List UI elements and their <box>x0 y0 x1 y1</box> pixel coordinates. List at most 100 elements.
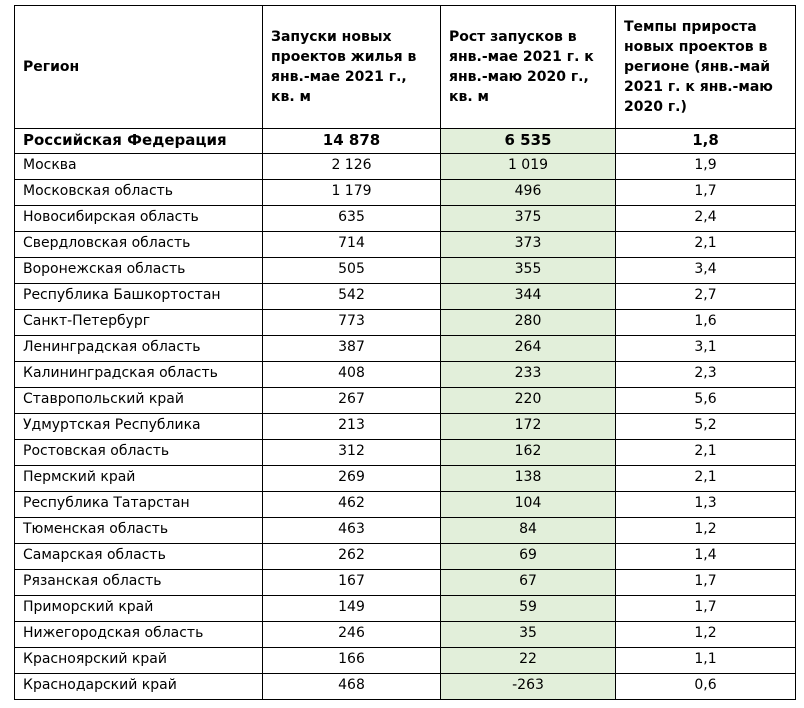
data-table: Регион Запуски новых проектов жилья в янв… <box>14 5 796 700</box>
value-cell: 162 <box>440 439 616 466</box>
table-row: Тюменская область 463 84 1,2 <box>14 517 796 544</box>
region-cell: Санкт-Петербург <box>14 309 263 336</box>
value-cell: 35 <box>440 621 616 648</box>
region-cell: Удмуртская Республика <box>14 413 263 440</box>
region-cell: Приморский край <box>14 595 263 622</box>
value-cell: 2,1 <box>615 231 796 258</box>
value-cell: 280 <box>440 309 616 336</box>
table-body: Российская Федерация 14 878 6 535 1,8 Москва… <box>14 128 796 700</box>
value-cell: 22 <box>440 647 616 674</box>
region-cell: Тюменская область <box>14 517 263 544</box>
value-cell: 714 <box>262 231 441 258</box>
value-cell: 59 <box>440 595 616 622</box>
value-cell: 2,7 <box>615 283 796 310</box>
table-row: Свердловская область 714 373 2,1 <box>14 231 796 258</box>
value-cell: 69 <box>440 543 616 570</box>
value-cell: 104 <box>440 491 616 518</box>
table-row: Республика Татарстан 462 104 1,3 <box>14 491 796 518</box>
value-cell: 312 <box>262 439 441 466</box>
table-row: Российская Федерация 14 878 6 535 1,8 <box>14 128 796 154</box>
value-cell: 462 <box>262 491 441 518</box>
value-cell: 635 <box>262 205 441 232</box>
value-cell: 220 <box>440 387 616 414</box>
value-cell: 2,3 <box>615 361 796 388</box>
region-cell: Рязанская область <box>14 569 263 596</box>
table-row: Самарская область 262 69 1,4 <box>14 543 796 570</box>
value-cell: 505 <box>262 257 441 284</box>
value-cell: 1,7 <box>615 179 796 206</box>
value-cell: 262 <box>262 543 441 570</box>
region-cell: Нижегородская область <box>14 621 263 648</box>
region-cell: Самарская область <box>14 543 263 570</box>
region-cell: Новосибирская область <box>14 205 263 232</box>
header-row: Регион Запуски новых проектов жилья в янв… <box>14 5 796 129</box>
value-cell: 1,1 <box>615 647 796 674</box>
value-cell: 1 179 <box>262 179 441 206</box>
value-cell: 1,4 <box>615 543 796 570</box>
table-row: Санкт-Петербург 773 280 1,6 <box>14 309 796 336</box>
value-cell: 1,2 <box>615 517 796 544</box>
header-cell: Рост запусков в янв.-мае 2021 г. к янв.-… <box>440 5 616 129</box>
table-row: Новосибирская область 635 375 2,4 <box>14 205 796 232</box>
table-row: Краснодарский край 468 -263 0,6 <box>14 673 796 700</box>
value-cell: 2,1 <box>615 439 796 466</box>
value-cell: 6 535 <box>440 128 616 154</box>
value-cell: 14 878 <box>262 128 441 154</box>
value-cell: 167 <box>262 569 441 596</box>
region-cell: Ставропольский край <box>14 387 263 414</box>
value-cell: 542 <box>262 283 441 310</box>
header-cell: Регион <box>14 5 263 129</box>
table-row: Ленинградская область 387 264 3,1 <box>14 335 796 362</box>
table-row: Москва 2 126 1 019 1,9 <box>14 153 796 180</box>
table-row: Калининградская область 408 233 2,3 <box>14 361 796 388</box>
value-cell: 1,2 <box>615 621 796 648</box>
table-row: Рязанская область 167 67 1,7 <box>14 569 796 596</box>
value-cell: 1,8 <box>615 128 796 154</box>
region-cell: Свердловская область <box>14 231 263 258</box>
value-cell: 138 <box>440 465 616 492</box>
value-cell: 1,6 <box>615 309 796 336</box>
value-cell: 1 019 <box>440 153 616 180</box>
value-cell: -263 <box>440 673 616 700</box>
value-cell: 264 <box>440 335 616 362</box>
value-cell: 172 <box>440 413 616 440</box>
value-cell: 5,2 <box>615 413 796 440</box>
table-row: Нижегородская область 246 35 1,2 <box>14 621 796 648</box>
table-row: Республика Башкортостан 542 344 2,7 <box>14 283 796 310</box>
header-cell: Темпы прироста новых проектов в регионе … <box>615 5 796 129</box>
region-cell: Красноярский край <box>14 647 263 674</box>
value-cell: 773 <box>262 309 441 336</box>
region-cell: Краснодарский край <box>14 673 263 700</box>
table-row: Удмуртская Республика 213 172 5,2 <box>14 413 796 440</box>
value-cell: 166 <box>262 647 441 674</box>
value-cell: 387 <box>262 335 441 362</box>
value-cell: 1,3 <box>615 491 796 518</box>
value-cell: 246 <box>262 621 441 648</box>
value-cell: 213 <box>262 413 441 440</box>
value-cell: 1,7 <box>615 569 796 596</box>
region-cell: Российская Федерация <box>14 128 263 154</box>
region-cell: Республика Татарстан <box>14 491 263 518</box>
region-cell: Пермский край <box>14 465 263 492</box>
region-cell: Калининградская область <box>14 361 263 388</box>
value-cell: 408 <box>262 361 441 388</box>
value-cell: 2,4 <box>615 205 796 232</box>
value-cell: 0,6 <box>615 673 796 700</box>
value-cell: 3,4 <box>615 257 796 284</box>
region-cell: Московская область <box>14 179 263 206</box>
value-cell: 3,1 <box>615 335 796 362</box>
region-cell: Ленинградская область <box>14 335 263 362</box>
value-cell: 355 <box>440 257 616 284</box>
value-cell: 463 <box>262 517 441 544</box>
value-cell: 84 <box>440 517 616 544</box>
table-row: Воронежская область 505 355 3,4 <box>14 257 796 284</box>
value-cell: 149 <box>262 595 441 622</box>
region-cell: Москва <box>14 153 263 180</box>
table-row: Ставропольский край 267 220 5,6 <box>14 387 796 414</box>
table-row: Московская область 1 179 496 1,7 <box>14 179 796 206</box>
value-cell: 2 126 <box>262 153 441 180</box>
value-cell: 468 <box>262 673 441 700</box>
value-cell: 1,7 <box>615 595 796 622</box>
table-row: Пермский край 269 138 2,1 <box>14 465 796 492</box>
